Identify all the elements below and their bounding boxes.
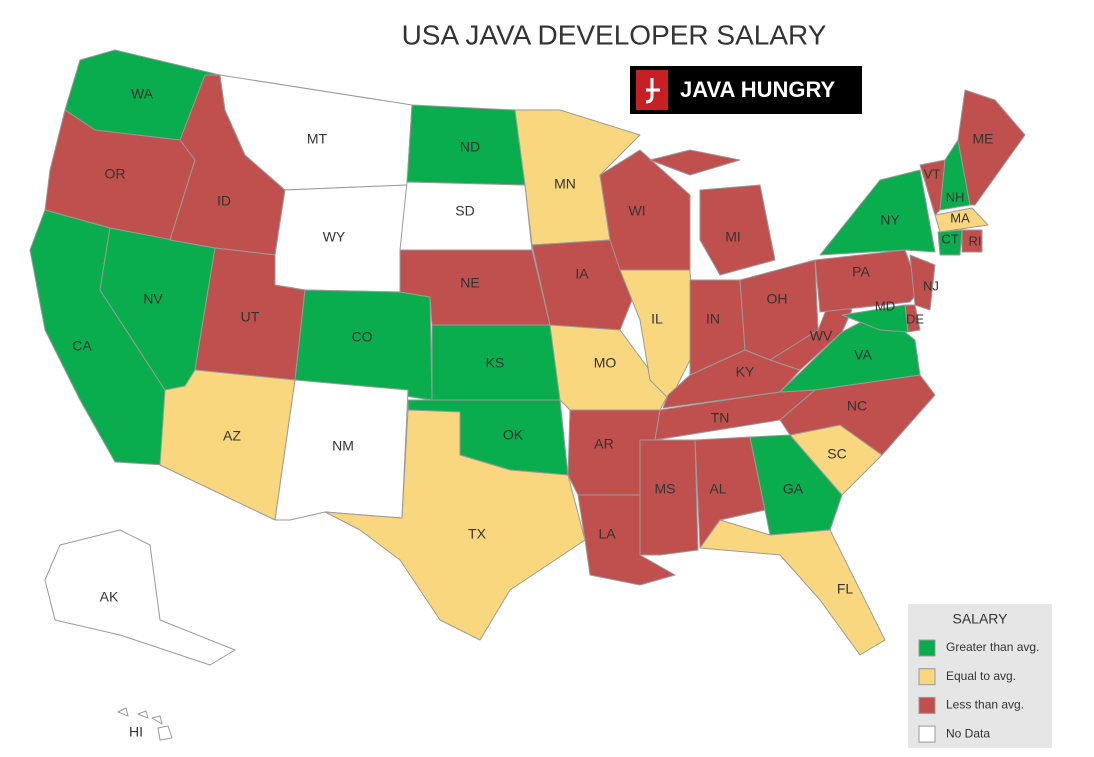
logo-glyph [645, 78, 660, 104]
logo: JAVA HUNGRY [630, 66, 862, 114]
state-label: ME [973, 131, 994, 147]
state-label: KY [736, 364, 755, 380]
state-label: MT [307, 131, 328, 147]
state-label: KS [486, 355, 505, 371]
state-label: MO [594, 355, 617, 371]
state-label: ND [460, 139, 480, 155]
state-label: TX [468, 526, 487, 542]
state [961, 229, 983, 253]
state-label: NH [946, 189, 965, 204]
state-label: SD [455, 203, 474, 219]
state [649, 149, 776, 276]
state-label: VA [854, 347, 872, 363]
state [44, 529, 236, 666]
legend-label: Less than avg. [946, 698, 1024, 712]
state-label: WY [323, 229, 346, 245]
state-label: NC [847, 398, 867, 414]
state-label: NM [332, 438, 354, 454]
state-label: RI [969, 233, 982, 248]
legend-swatch [918, 639, 936, 657]
state-label: IL [651, 311, 663, 327]
legend-title: SALARY [953, 611, 1009, 627]
state-label: LA [598, 526, 616, 542]
state [159, 369, 296, 521]
legend: SALARY Greater than avg. Equal to avg. Les… [908, 604, 1052, 748]
state-label: HI [129, 724, 143, 740]
state-label: WV [810, 328, 833, 344]
state [324, 409, 586, 641]
state-label: CA [72, 338, 92, 354]
state-labels: WA OR CA NV ID MT WY UT AZ CO NM ND SD NE KS OK TX MN IA MO… [72, 86, 993, 740]
state-label: OR [105, 166, 126, 182]
state-label: FL [837, 581, 854, 597]
state [294, 289, 433, 401]
state-label: DE [906, 311, 924, 326]
legend-swatch [918, 696, 936, 714]
state-label: AK [100, 589, 119, 605]
logo-box [630, 66, 862, 114]
state [957, 89, 1026, 206]
state-label: WA [131, 86, 154, 102]
state [841, 304, 909, 333]
states [29, 49, 1026, 741]
state-label: MD [875, 298, 895, 313]
state-label: AZ [223, 428, 241, 444]
state [814, 249, 921, 313]
state-label: WI [628, 203, 645, 219]
state-label: IN [706, 311, 720, 327]
state [909, 254, 936, 311]
state [934, 207, 989, 233]
state [531, 239, 641, 331]
state [699, 519, 886, 656]
state-label: ID [217, 193, 231, 209]
logo-text: JAVA HUNGRY [680, 77, 836, 102]
state-label: PA [852, 264, 870, 280]
map-title: USA JAVA DEVELOPER SALARY [402, 19, 827, 50]
state [117, 707, 173, 741]
state-label: GA [783, 481, 804, 497]
state [937, 229, 963, 256]
state-label: VT [924, 166, 941, 181]
legend-label: Equal to avg. [946, 669, 1016, 683]
legend-label: Greater than avg. [946, 640, 1039, 654]
state [639, 439, 699, 556]
state-label: SC [827, 446, 846, 462]
state-label: OH [767, 291, 788, 307]
state [694, 436, 766, 549]
state-label: CT [941, 231, 958, 246]
state-label: MN [554, 176, 576, 192]
state-label: IA [575, 266, 589, 282]
state-label: NV [143, 291, 163, 307]
state-label: TN [711, 410, 730, 426]
legend-label: No Data [946, 726, 990, 740]
state-label: MA [950, 210, 970, 225]
legend-swatch [918, 668, 936, 686]
state-label: OK [503, 427, 524, 443]
state-label: NJ [923, 278, 939, 293]
state-label: UT [241, 309, 260, 325]
legend-swatch [918, 725, 936, 743]
state-label: AL [709, 481, 726, 497]
state-label: NE [460, 275, 479, 291]
state-label: AR [594, 436, 613, 452]
state-label: MS [655, 481, 676, 497]
state [769, 299, 853, 371]
state [819, 169, 936, 256]
state-label: NY [880, 212, 900, 228]
state-label: MI [725, 229, 741, 245]
state-label: CO [352, 329, 373, 345]
